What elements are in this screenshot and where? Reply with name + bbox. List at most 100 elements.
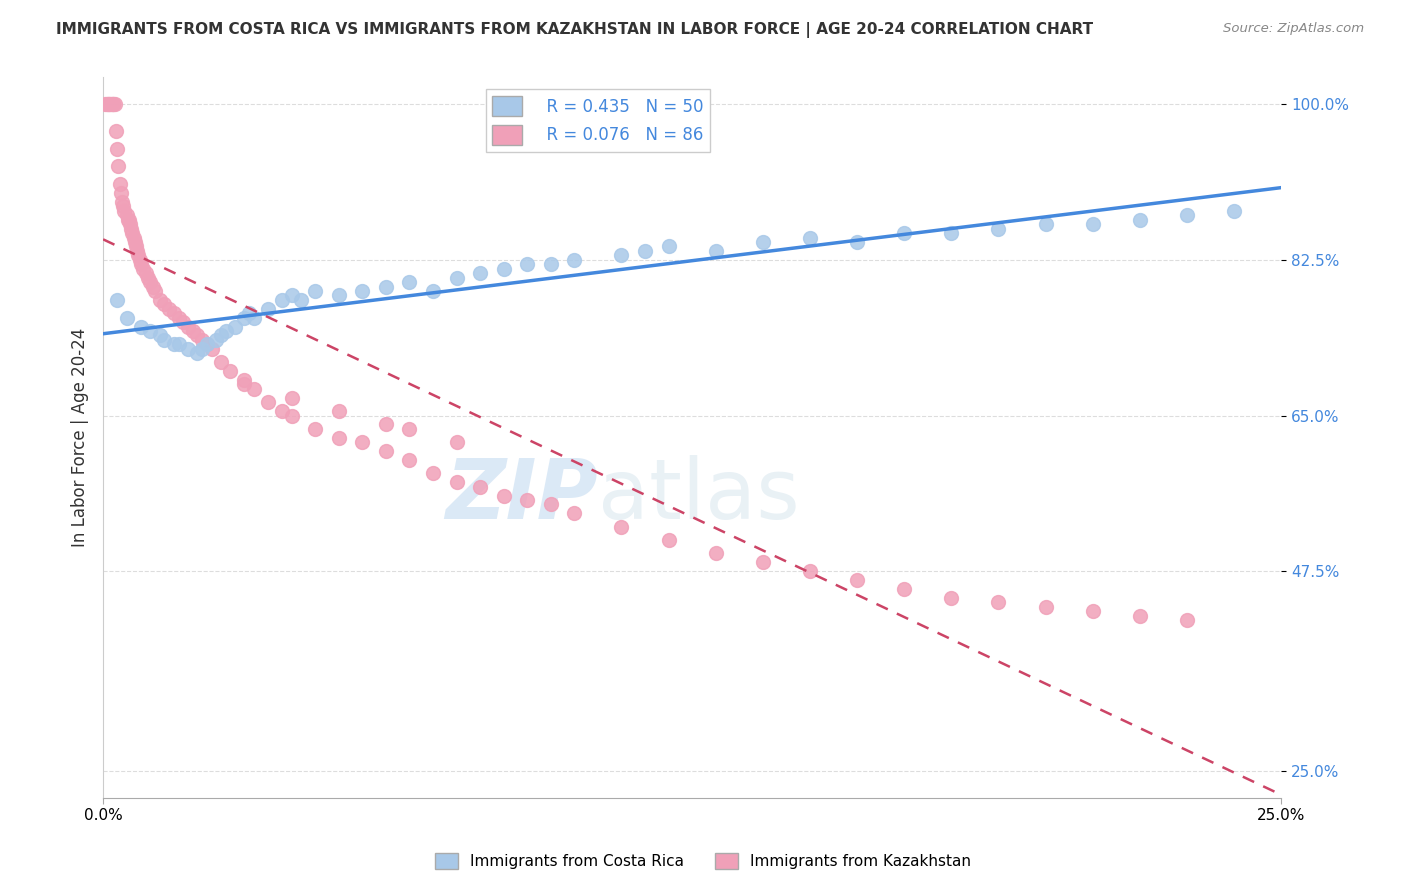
Point (280, 288, 302, 302)
Point (610, 519, 633, 533)
Point (752, 235, 775, 249)
Point (1129, 608, 1152, 623)
Text: Source: ZipAtlas.com: Source: ZipAtlas.com (1223, 22, 1364, 36)
Point (799, 230, 821, 244)
Point (124, 235, 146, 249)
Point (257, 395, 280, 409)
Point (271, 293, 294, 307)
Point (468, 266, 491, 280)
Point (257, 301, 280, 316)
Point (105, 124, 128, 138)
Point (115, 208, 138, 222)
Point (304, 422, 326, 436)
Point (177, 342, 200, 356)
Point (446, 435, 468, 450)
Point (328, 288, 350, 302)
Point (103, 97, 125, 112)
Point (328, 431, 350, 445)
Point (846, 573, 869, 587)
Point (115, 310, 138, 325)
Point (941, 591, 963, 605)
Point (94, 97, 117, 112)
Point (752, 555, 775, 569)
Point (893, 226, 915, 240)
Point (177, 319, 200, 334)
Point (191, 333, 214, 347)
Point (104, 97, 127, 112)
Point (191, 342, 214, 356)
Point (233, 373, 256, 387)
Point (562, 252, 585, 267)
Point (271, 404, 294, 418)
Point (987, 221, 1010, 235)
Point (120, 217, 142, 231)
Point (422, 284, 444, 298)
Point (1129, 212, 1152, 227)
Point (195, 337, 218, 351)
Point (398, 275, 420, 289)
Legend: Immigrants from Costa Rica, Immigrants from Kazakhstan: Immigrants from Costa Rica, Immigrants f… (429, 847, 977, 875)
Point (172, 315, 194, 329)
Point (219, 364, 242, 378)
Point (139, 275, 162, 289)
Point (290, 293, 312, 307)
Point (163, 306, 186, 320)
Point (181, 324, 204, 338)
Point (634, 244, 657, 258)
Point (374, 444, 396, 458)
Point (111, 194, 134, 209)
Point (143, 284, 166, 298)
Point (562, 507, 585, 521)
Point (149, 328, 172, 343)
Point (120, 221, 142, 235)
Point (128, 252, 150, 267)
Point (280, 409, 302, 423)
Point (238, 306, 260, 320)
Point (149, 293, 172, 307)
Point (304, 284, 326, 298)
Point (468, 480, 491, 494)
Point (1035, 217, 1057, 231)
Point (209, 328, 232, 343)
Point (195, 337, 218, 351)
Point (280, 391, 302, 405)
Point (121, 226, 143, 240)
Point (233, 310, 256, 325)
Point (117, 212, 139, 227)
Point (1081, 217, 1104, 231)
Point (157, 301, 180, 316)
Legend:   R = 0.435   N = 50,   R = 0.076   N = 86: R = 0.435 N = 50, R = 0.076 N = 86 (486, 89, 710, 152)
Point (167, 337, 190, 351)
Point (186, 328, 208, 343)
Point (107, 160, 129, 174)
Point (135, 266, 157, 280)
Point (540, 257, 562, 271)
Point (398, 422, 420, 436)
Point (129, 319, 152, 334)
Point (110, 186, 132, 200)
Point (125, 244, 148, 258)
Point (422, 467, 444, 481)
Point (127, 248, 149, 262)
Point (352, 284, 374, 298)
Point (125, 239, 148, 253)
Point (704, 244, 727, 258)
Y-axis label: In Labor Force | Age 20-24: In Labor Force | Age 20-24 (72, 328, 89, 548)
Point (374, 279, 396, 293)
Point (186, 346, 208, 360)
Point (163, 337, 186, 351)
Point (153, 297, 176, 311)
Point (111, 199, 134, 213)
Point (704, 546, 727, 560)
Point (492, 261, 515, 276)
Point (122, 230, 145, 244)
Point (224, 319, 246, 334)
Point (658, 533, 681, 547)
Text: IMMIGRANTS FROM COSTA RICA VS IMMIGRANTS FROM KAZAKHSTAN IN LABOR FORCE | AGE 20: IMMIGRANTS FROM COSTA RICA VS IMMIGRANTS… (56, 22, 1094, 38)
Point (243, 382, 266, 396)
Point (105, 142, 128, 156)
Point (167, 310, 190, 325)
Point (328, 404, 350, 418)
Point (142, 279, 165, 293)
Point (446, 475, 468, 490)
